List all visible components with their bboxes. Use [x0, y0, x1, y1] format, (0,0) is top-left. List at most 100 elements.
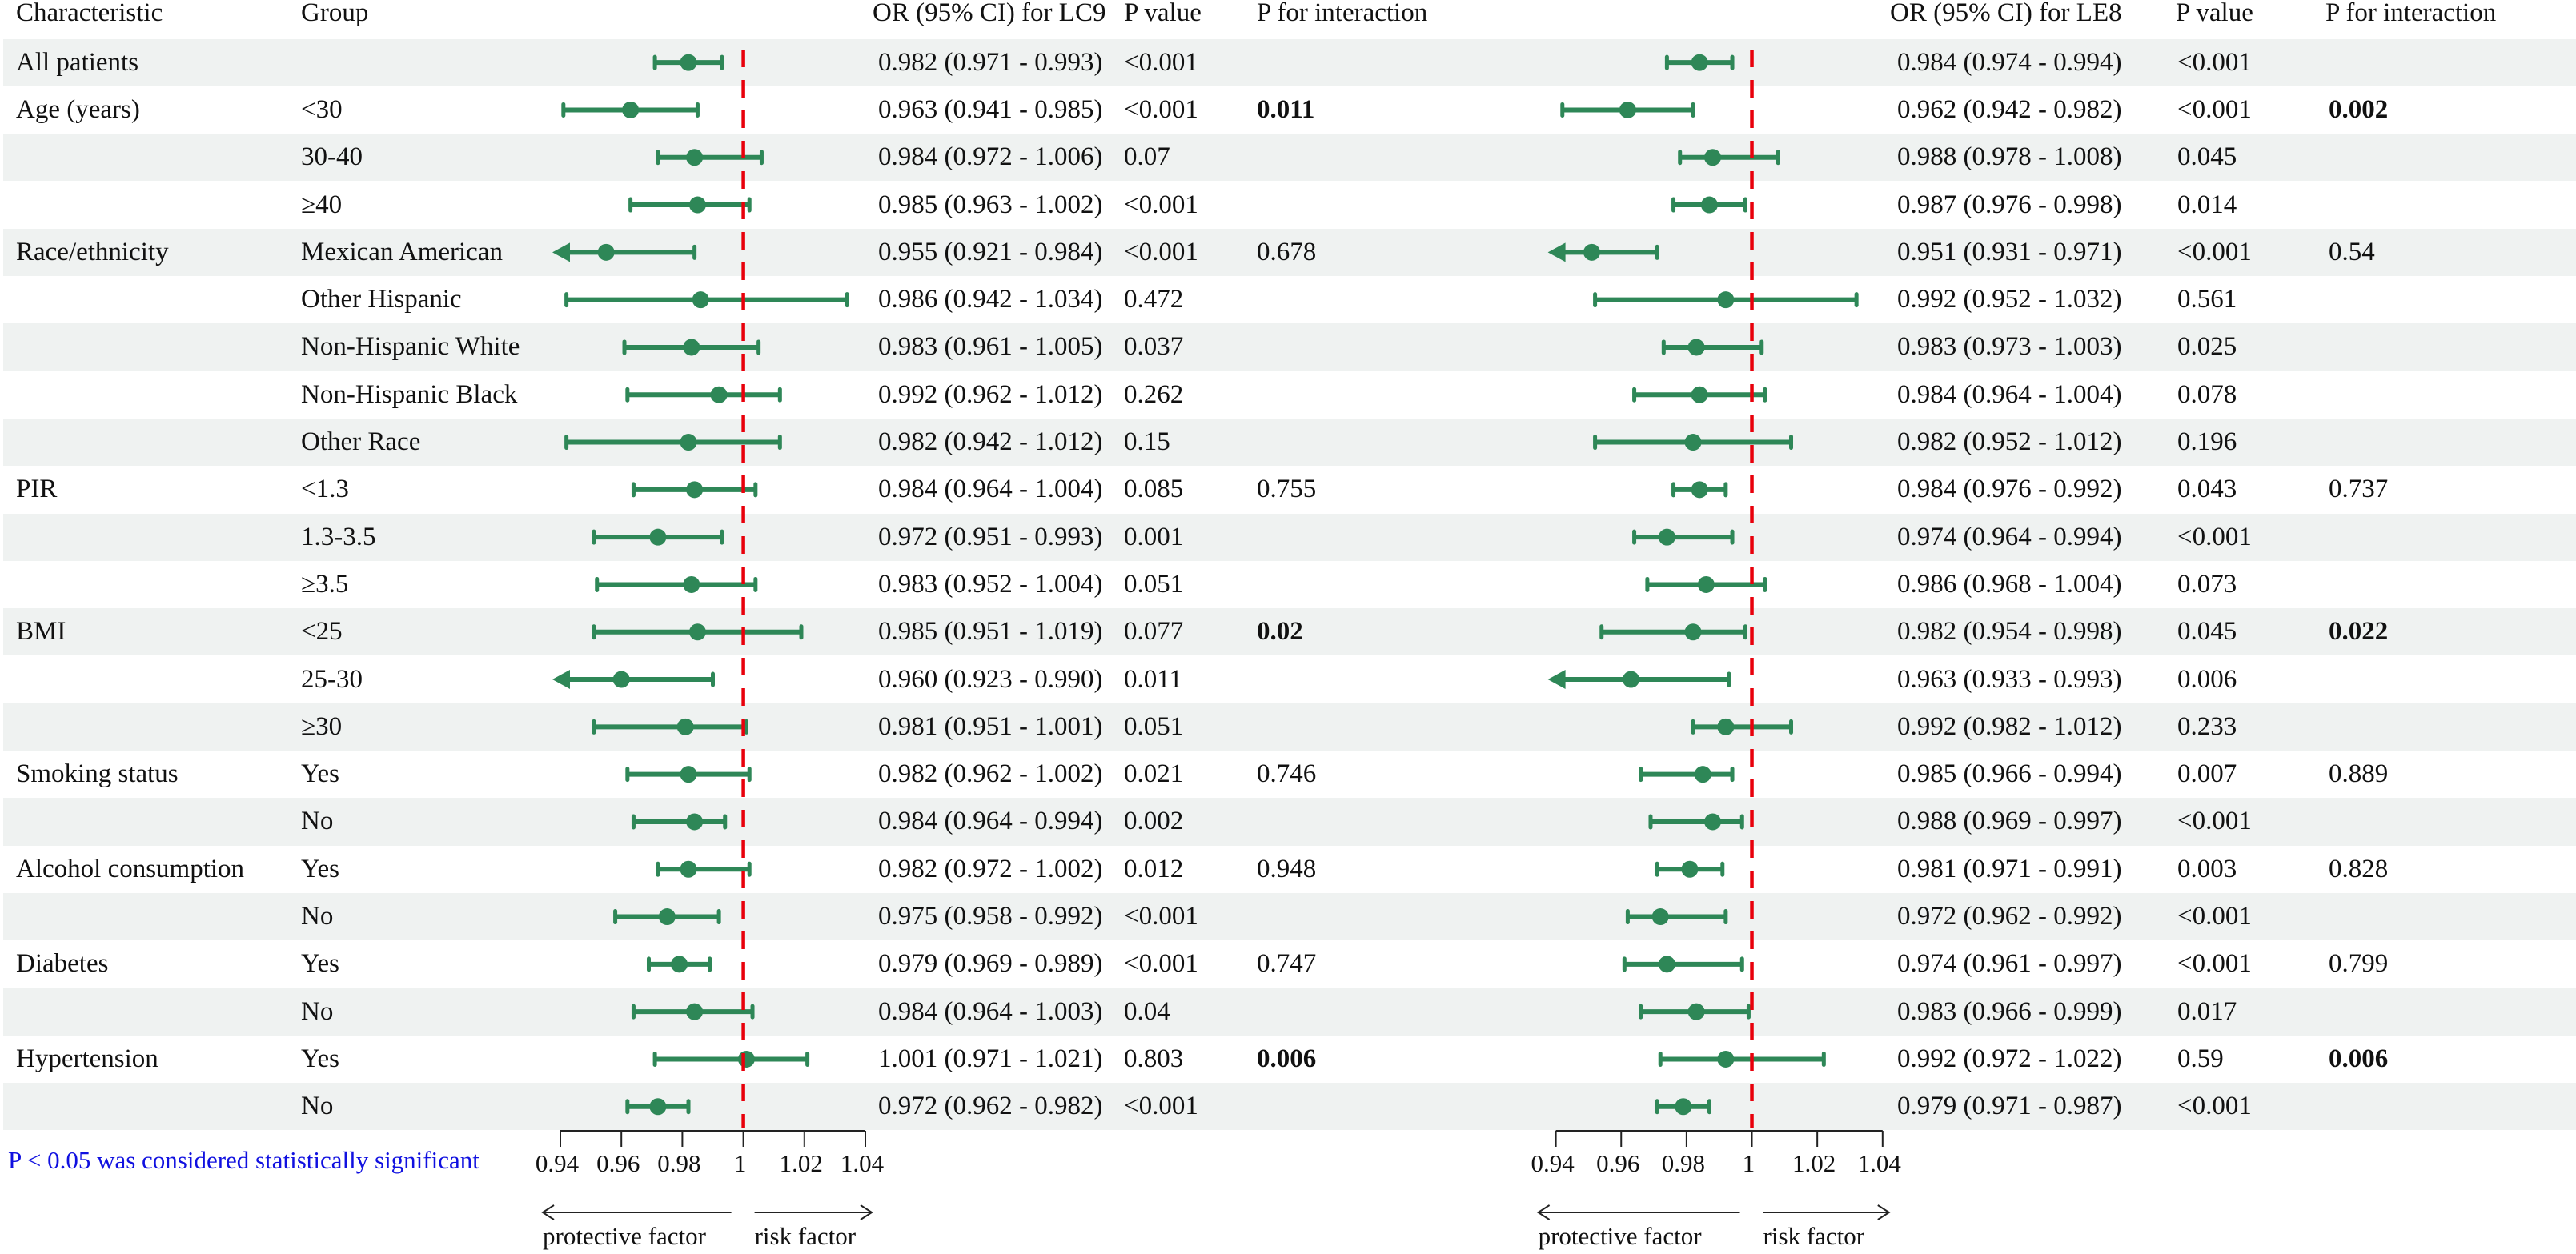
lc9-point-estimate	[680, 434, 697, 451]
le8-ci-arrow-left	[1547, 670, 1566, 690]
lc9-p-interaction: 0.746	[1257, 759, 1317, 789]
group-label: <1.3	[301, 475, 349, 504]
le8-or-ci: 0.986 (0.968 - 1.004)	[1897, 569, 2122, 599]
lc9-or-ci: 0.986 (0.942 - 1.034)	[878, 285, 1103, 315]
le8-point-estimate	[1583, 243, 1601, 261]
lc9-or-ci: 0.985 (0.963 - 1.002)	[878, 190, 1103, 219]
le8-p-interaction: 0.799	[2329, 949, 2389, 979]
le8-p-value: 0.006	[2177, 664, 2237, 694]
row-stripe	[3, 703, 2576, 751]
lc9-p-value: 0.012	[1124, 854, 1184, 883]
lc9-tick-label: 0.98	[657, 1149, 700, 1177]
row-stripe	[3, 892, 2576, 941]
lc9-or-ci: 0.960 (0.923 - 0.990)	[878, 664, 1103, 694]
group-label: Other Race	[301, 427, 421, 457]
row-stripe	[3, 608, 2576, 656]
lc9-or-ci: 0.982 (0.971 - 0.993)	[878, 47, 1103, 77]
lc9-point-estimate	[680, 860, 697, 878]
le8-point-estimate	[1691, 54, 1708, 71]
group-label: Yes	[301, 759, 340, 789]
header-group: Group	[301, 0, 369, 27]
le8-point-estimate	[1700, 196, 1718, 214]
lc9-tick-label: 1.02	[780, 1149, 823, 1177]
characteristic-label: BMI	[16, 617, 66, 647]
lc9-point-estimate	[737, 1050, 755, 1068]
row-stripe	[3, 988, 2576, 1036]
header-lc9-or: OR (95% CI) for LC9	[873, 0, 1106, 27]
lc9-p-value: <0.001	[1124, 902, 1198, 931]
le8-risk-label: risk factor	[1763, 1222, 1865, 1250]
characteristic-label: Smoking status	[16, 759, 179, 789]
row-stripe	[3, 1083, 2576, 1131]
lc9-point-estimate	[686, 813, 704, 831]
lc9-point-estimate	[692, 291, 709, 309]
le8-p-interaction: 0.54	[2329, 237, 2375, 266]
group-label: No	[301, 807, 334, 836]
group-label: ≥40	[301, 190, 343, 219]
le8-point-estimate	[1687, 1003, 1705, 1020]
header-lc9-p: P value	[1124, 0, 1202, 27]
le8-p-value: 0.003	[2177, 854, 2237, 883]
characteristic-label: Age (years)	[16, 94, 140, 124]
lc9-p-interaction: 0.006	[1257, 1044, 1317, 1073]
le8-p-value: 0.014	[2177, 190, 2237, 219]
lc9-p-value: 0.472	[1124, 285, 1184, 315]
le8-tick-label: 0.98	[1662, 1149, 1705, 1177]
lc9-p-value: 0.051	[1124, 569, 1184, 599]
le8-point-estimate	[1658, 528, 1675, 546]
lc9-ci-arrow-left	[552, 242, 570, 262]
lc9-or-ci: 0.985 (0.951 - 1.019)	[878, 617, 1103, 647]
lc9-tick-label: 0.96	[596, 1149, 640, 1177]
significance-footnote: P < 0.05 was considered statistically si…	[8, 1146, 479, 1174]
le8-p-interaction: 0.002	[2329, 94, 2389, 124]
le8-p-interaction: 0.737	[2329, 475, 2389, 504]
lc9-point-estimate	[671, 956, 688, 973]
le8-or-ci: 0.984 (0.964 - 1.004)	[1897, 379, 2122, 409]
le8-point-estimate	[1717, 718, 1735, 735]
lc9-p-value: 0.011	[1124, 664, 1183, 694]
lc9-p-value: 0.262	[1124, 379, 1184, 409]
lc9-p-value: <0.001	[1124, 190, 1198, 219]
lc9-point-estimate	[649, 1098, 667, 1116]
le8-or-ci: 0.992 (0.972 - 1.022)	[1897, 1044, 2122, 1073]
lc9-point-estimate	[676, 718, 694, 735]
lc9-p-value: <0.001	[1124, 1092, 1198, 1121]
le8-p-value: <0.001	[2177, 1092, 2252, 1121]
lc9-p-interaction: 0.02	[1257, 617, 1303, 647]
row-stripe	[3, 38, 2576, 86]
lc9-or-ci: 0.982 (0.962 - 1.002)	[878, 759, 1103, 789]
row-stripe	[3, 323, 2576, 371]
le8-or-ci: 0.988 (0.969 - 0.997)	[1897, 807, 2122, 836]
row-stripe	[3, 798, 2576, 846]
le8-or-ci: 0.951 (0.931 - 0.971)	[1897, 237, 2122, 266]
le8-or-ci: 0.962 (0.942 - 0.982)	[1897, 94, 2122, 124]
le8-p-interaction: 0.889	[2329, 759, 2389, 789]
le8-point-estimate	[1691, 386, 1708, 403]
lc9-ci-arrow-left	[552, 670, 570, 690]
lc9-point-estimate	[686, 481, 704, 499]
le8-tick-label: 0.96	[1596, 1149, 1639, 1177]
le8-tick-label: 0.94	[1531, 1149, 1575, 1177]
group-label: Yes	[301, 949, 340, 979]
lc9-p-value: 0.037	[1124, 332, 1184, 362]
lc9-or-ci: 0.992 (0.962 - 1.012)	[878, 379, 1103, 409]
lc9-p-value: 0.021	[1124, 759, 1184, 789]
le8-p-value: <0.001	[2177, 522, 2252, 551]
le8-or-ci: 0.972 (0.962 - 0.992)	[1897, 902, 2122, 931]
header-le8-pint: P for interaction	[2325, 0, 2497, 27]
lc9-p-interaction: 0.011	[1257, 94, 1315, 124]
le8-point-estimate	[1704, 813, 1722, 831]
le8-p-value: 0.561	[2177, 285, 2237, 315]
lc9-p-value: <0.001	[1124, 949, 1198, 979]
lc9-point-estimate	[683, 339, 700, 356]
lc9-or-ci: 0.972 (0.962 - 0.982)	[878, 1092, 1103, 1121]
group-label: Non-Hispanic White	[301, 332, 520, 362]
le8-point-estimate	[1622, 671, 1639, 688]
lc9-point-estimate	[688, 196, 706, 214]
lc9-p-value: <0.001	[1124, 94, 1198, 124]
lc9-p-interaction: 0.755	[1257, 475, 1317, 504]
group-label: <30	[301, 94, 343, 124]
characteristic-label: Race/ethnicity	[16, 237, 169, 266]
characteristic-label: PIR	[16, 475, 58, 504]
